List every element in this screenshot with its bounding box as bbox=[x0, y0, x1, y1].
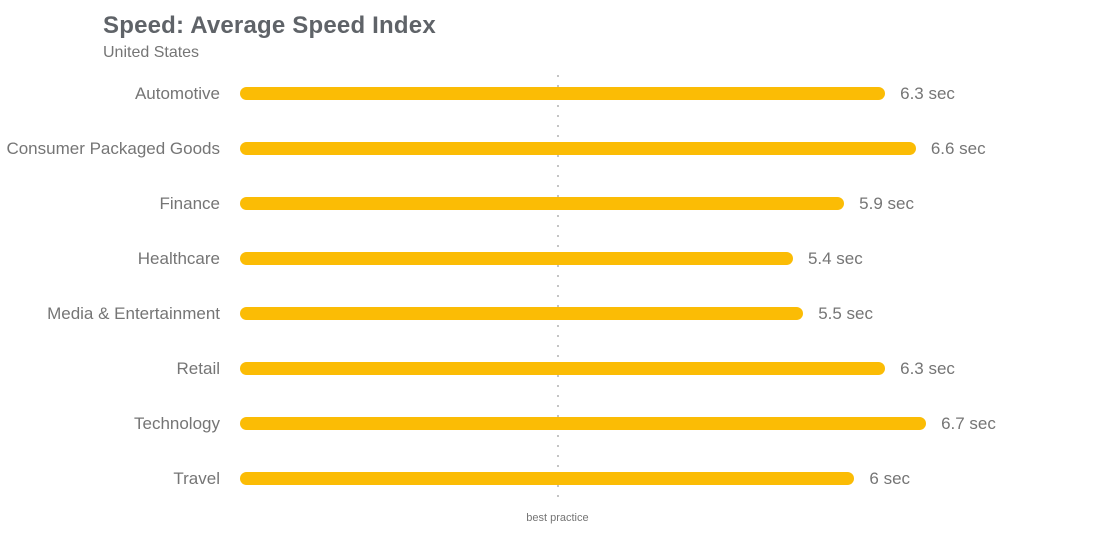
bar bbox=[240, 87, 886, 100]
bar-row: Consumer Packaged Goods 6.6 sec bbox=[0, 121, 1100, 176]
category-label-6: Technology bbox=[133, 413, 220, 433]
value-label: 5.4 sec bbox=[807, 248, 863, 268]
chart-header: Speed: Average Speed Index United States bbox=[103, 12, 436, 62]
bar-track: 5.9 sec bbox=[240, 194, 1100, 214]
bar bbox=[240, 362, 886, 375]
category-label-5: Retail bbox=[176, 358, 220, 378]
plot-area: Automotive 6.3 sec Consumer Packaged Goo… bbox=[0, 66, 1100, 524]
bar bbox=[240, 472, 855, 485]
chart-title: Speed: Average Speed Index bbox=[103, 12, 436, 39]
value-label: 6.7 sec bbox=[941, 413, 996, 433]
bar-track: 6.3 sec bbox=[240, 359, 1100, 379]
category-label-0: Automotive bbox=[134, 83, 220, 103]
best-practice-label: best practice bbox=[526, 512, 589, 524]
value-label: 6.6 sec bbox=[930, 138, 986, 158]
value-label: 6.3 sec bbox=[900, 83, 955, 103]
bar bbox=[240, 307, 804, 320]
category-label-3: Healthcare bbox=[137, 248, 220, 268]
bar-row: Media & Entertainment 5.5 sec bbox=[0, 286, 1100, 341]
bar-track: 5.5 sec bbox=[240, 304, 1100, 324]
value-label: 6 sec bbox=[869, 468, 911, 488]
bar-row: Technology 6.7 sec bbox=[0, 396, 1100, 451]
category-label-4: Media & Entertainment bbox=[47, 303, 220, 323]
bar-track: 6.7 sec bbox=[240, 414, 1100, 434]
bar bbox=[240, 252, 793, 265]
value-label: 6.3 sec bbox=[900, 358, 955, 378]
bar-row: Travel 6 sec bbox=[0, 451, 1100, 506]
bar-track: 6 sec bbox=[240, 469, 1100, 489]
bar-row: Automotive 6.3 sec bbox=[0, 66, 1100, 121]
bar-track: 6.6 sec bbox=[240, 139, 1100, 159]
chart-subtitle: United States bbox=[103, 44, 200, 61]
bar-track: 6.3 sec bbox=[240, 84, 1100, 104]
category-label-1: Consumer Packaged Goods bbox=[6, 138, 220, 158]
bar-rows: Automotive 6.3 sec Consumer Packaged Goo… bbox=[0, 66, 1100, 506]
best-practice-line bbox=[557, 75, 560, 500]
bar bbox=[240, 197, 845, 210]
bar-row: Healthcare 5.4 sec bbox=[0, 231, 1100, 286]
bar bbox=[240, 142, 916, 155]
value-label: 5.5 sec bbox=[818, 303, 873, 323]
bar-row: Finance 5.9 sec bbox=[0, 176, 1100, 231]
bar-row: Retail 6.3 sec bbox=[0, 341, 1100, 396]
category-label-2: Finance bbox=[159, 193, 220, 213]
value-label: 5.9 sec bbox=[859, 193, 914, 213]
bar-track: 5.4 sec bbox=[240, 249, 1100, 269]
category-label-7: Travel bbox=[173, 468, 220, 488]
bar bbox=[240, 417, 927, 430]
